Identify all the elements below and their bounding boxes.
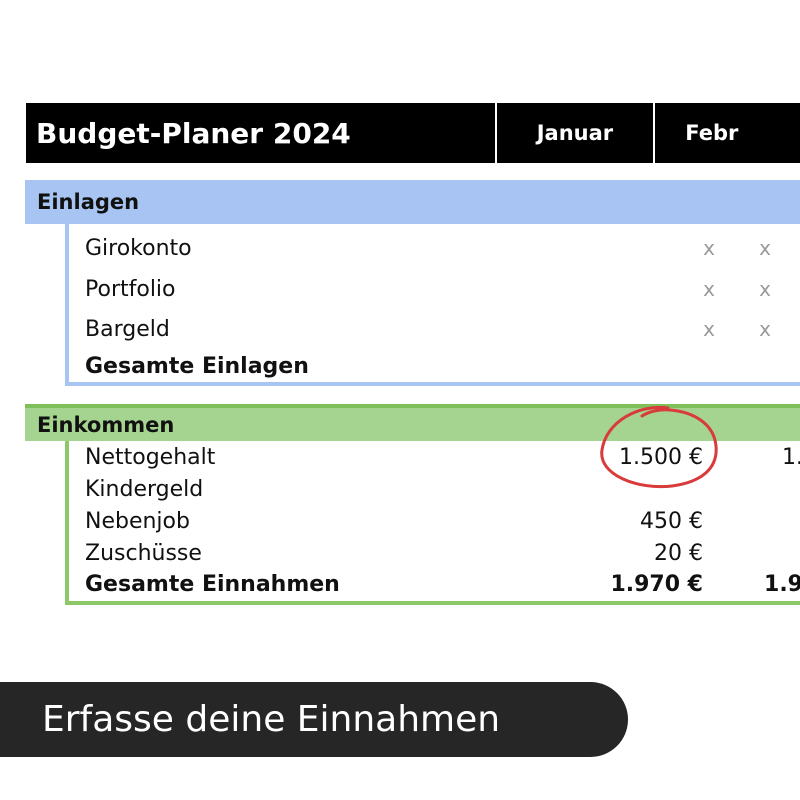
section-heading-einkommen: Einkommen	[25, 404, 800, 441]
month-header-february: Febr	[685, 121, 739, 145]
table-row: Nebenjob 450 €	[85, 506, 800, 536]
section-frame-einkommen	[65, 441, 800, 605]
row-label: Portfolio	[85, 276, 176, 302]
cell-february[interactable]: 1.	[782, 444, 800, 470]
cell-february[interactable]: x	[759, 317, 771, 341]
total-row-einlagen: Gesamte Einlagen	[85, 351, 800, 381]
cell-january[interactable]: x	[703, 277, 715, 301]
row-label: Girokonto	[85, 235, 192, 261]
table-row: Portfolio x x	[85, 274, 800, 304]
cell-january[interactable]: x	[703, 317, 715, 341]
total-label: Gesamte Einnahmen	[85, 571, 340, 597]
row-label: Zuschüsse	[85, 540, 202, 566]
section-heading-einlagen: Einlagen	[25, 180, 800, 224]
table-row: Girokonto x x	[85, 233, 800, 263]
cell-february[interactable]: x	[759, 277, 771, 301]
total-february: 1.9	[764, 571, 800, 597]
cell-january[interactable]: x	[703, 236, 715, 260]
cell-january[interactable]: 450 €	[640, 508, 703, 534]
section-frame-einlagen	[65, 224, 800, 386]
row-label: Nebenjob	[85, 508, 190, 534]
month-header-january: Januar	[497, 103, 656, 163]
total-row-einkommen: Gesamte Einnahmen 1.970 € 1.9	[85, 569, 800, 599]
caption-text: Erfasse deine Einnahmen	[42, 699, 501, 740]
table-row: Nettogehalt 1.500 € 1.	[85, 442, 800, 472]
table-row: Bargeld x x	[85, 314, 800, 344]
cell-january[interactable]: 1.500 €	[619, 444, 703, 470]
row-label: Kindergeld	[85, 476, 204, 502]
cell-january[interactable]: 20 €	[654, 540, 703, 566]
row-label: Bargeld	[85, 316, 170, 342]
page-title: Budget-Planer 2024	[26, 103, 497, 163]
caption-banner: Erfasse deine Einnahmen	[0, 682, 628, 757]
total-label: Gesamte Einlagen	[85, 353, 309, 379]
cell-february[interactable]: x	[759, 236, 771, 260]
row-label: Nettogehalt	[85, 444, 216, 470]
table-header: Budget-Planer 2024 Januar Febr	[26, 103, 800, 163]
table-row: Kindergeld	[85, 474, 800, 504]
total-january: 1.970 €	[610, 571, 703, 597]
table-row: Zuschüsse 20 €	[85, 538, 800, 568]
highlight-circle-icon	[600, 405, 718, 489]
